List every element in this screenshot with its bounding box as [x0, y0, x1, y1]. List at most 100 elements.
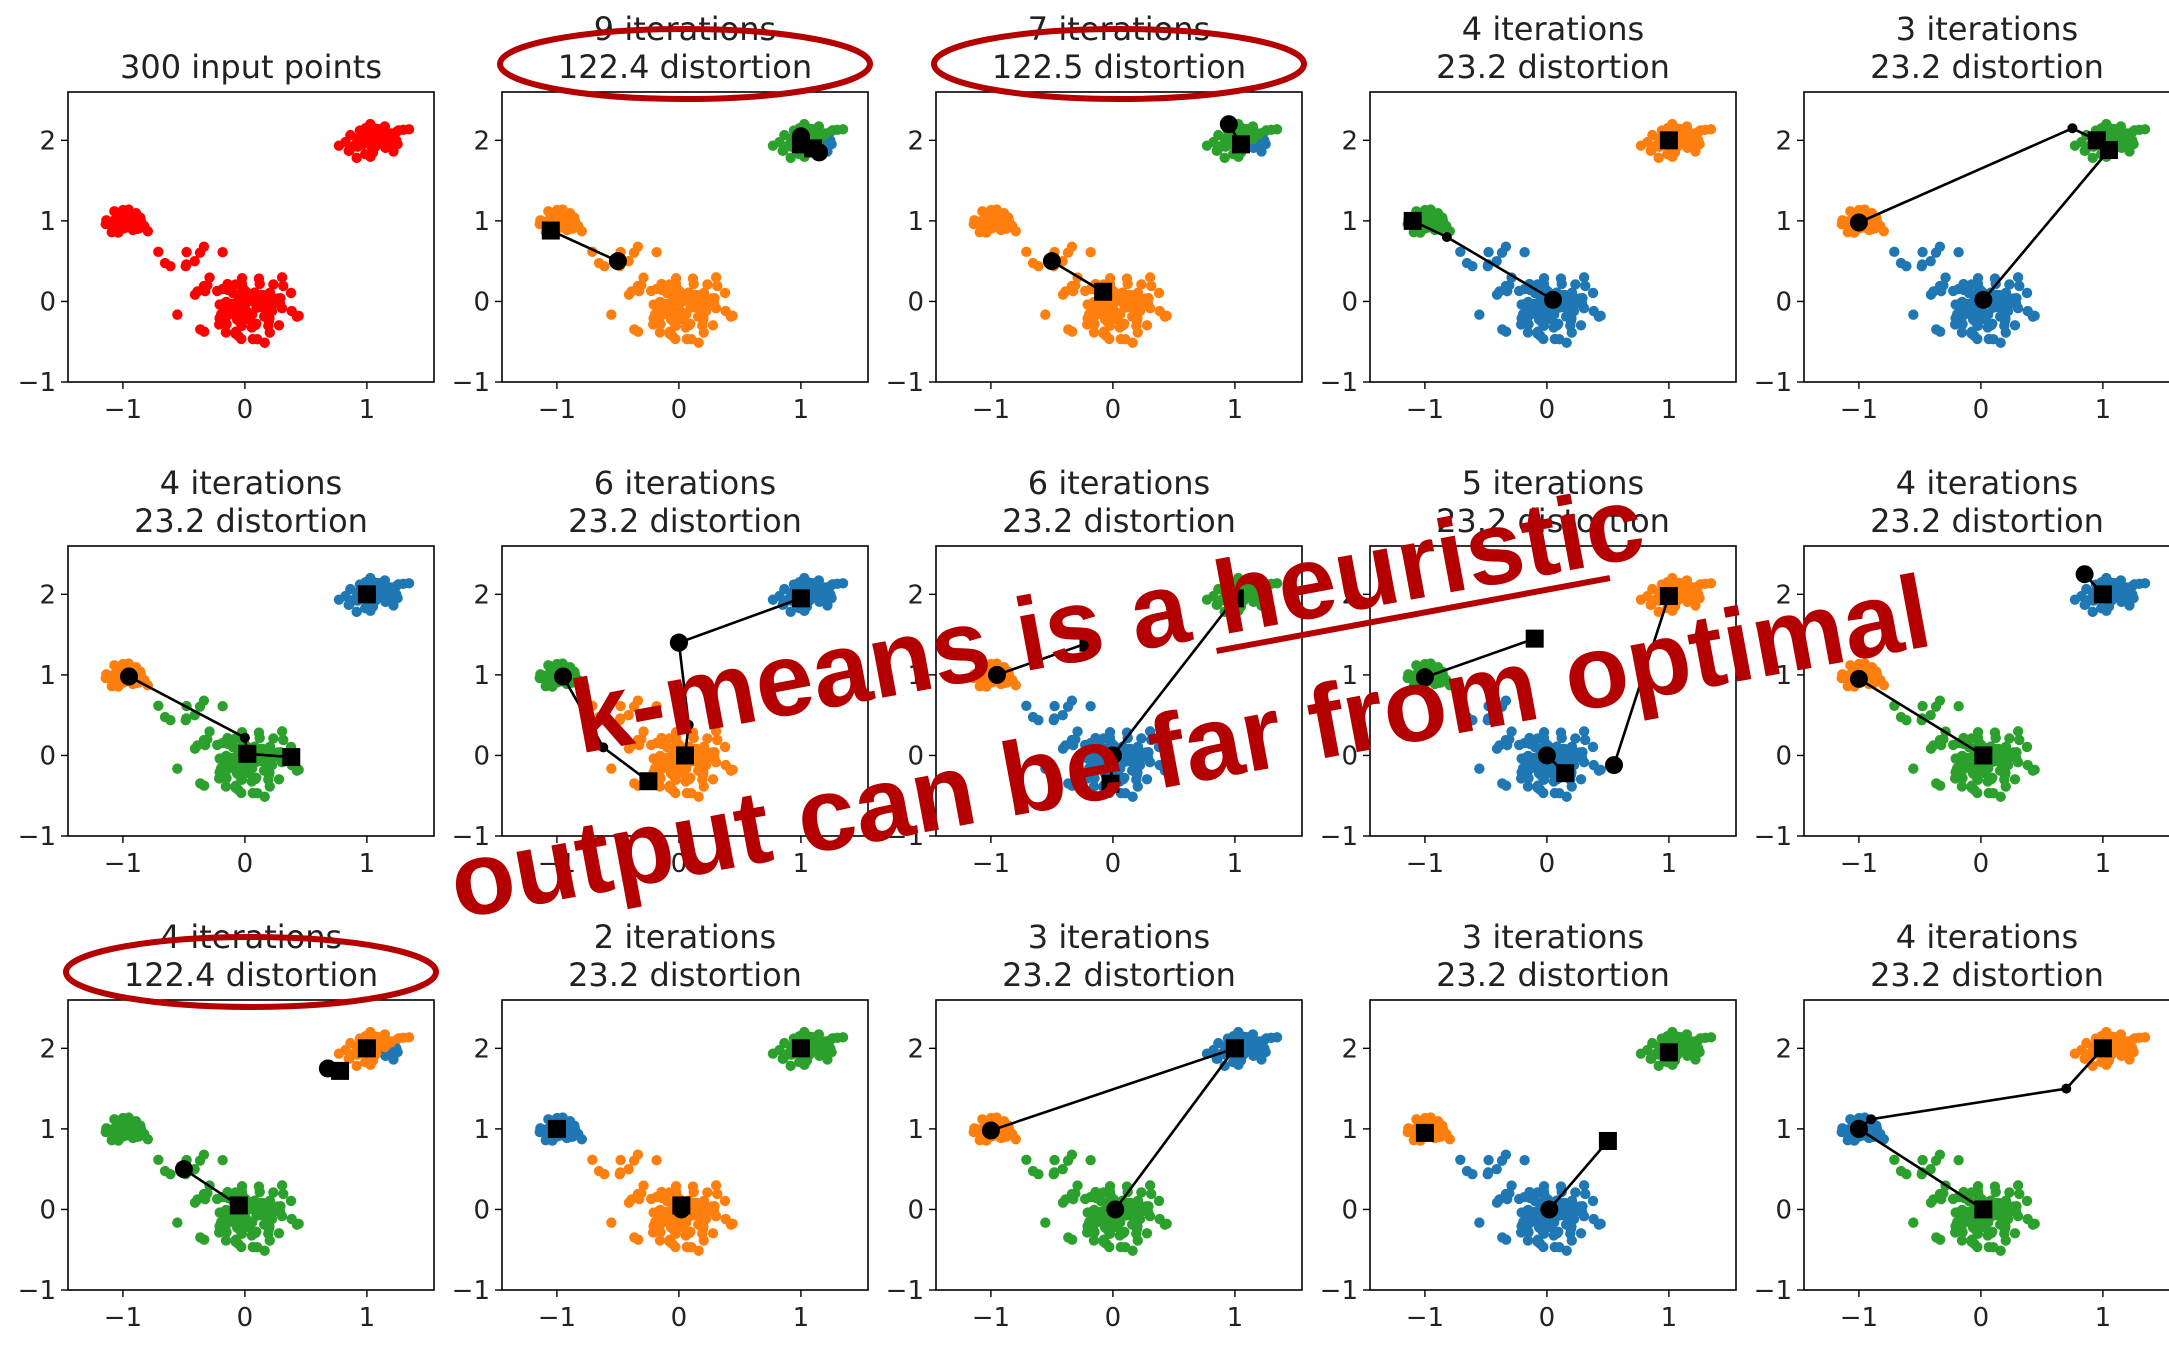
data-point	[1141, 320, 1153, 331]
data-point	[628, 247, 640, 258]
y-tick-label: 1	[39, 1115, 56, 1145]
data-point	[719, 1195, 731, 1207]
data-point	[123, 1112, 134, 1123]
data-point	[198, 1234, 210, 1245]
data-point	[172, 1217, 183, 1228]
data-point	[665, 314, 677, 325]
data-point	[1083, 769, 1094, 781]
data-point	[1411, 660, 1422, 671]
data-point	[991, 204, 1002, 215]
data-point	[638, 726, 649, 737]
data-point	[180, 715, 191, 726]
initial-centroid-marker	[120, 667, 138, 686]
data-point	[1010, 1134, 1022, 1145]
data-point	[365, 605, 376, 617]
data-point	[109, 1114, 120, 1125]
data-point	[1500, 1188, 1512, 1200]
final-centroid-marker	[2093, 585, 2112, 604]
data-point	[111, 677, 122, 689]
y-tick-label: 0	[39, 1195, 56, 1225]
y-tick-label: 0	[39, 741, 56, 771]
data-point	[378, 1038, 390, 1049]
data-point	[1580, 280, 1591, 292]
y-tick-label: 2	[473, 580, 490, 610]
data-point	[1967, 768, 1979, 779]
data-point	[1066, 326, 1078, 337]
data-point	[1066, 1188, 1078, 1200]
data-point	[1098, 1236, 1109, 1247]
data-point	[1120, 333, 1131, 345]
data-point	[785, 152, 796, 164]
data-point	[599, 715, 610, 726]
data-point	[1859, 658, 1870, 669]
centroid-trajectory	[1858, 1127, 1985, 1211]
y-tick-label: 2	[907, 580, 924, 610]
data-point	[1647, 129, 1658, 141]
subplot-iterations-label: 7 iterations	[1028, 10, 1210, 48]
final-centroid-marker	[282, 748, 301, 767]
final-centroid-marker	[791, 1039, 810, 1058]
data-point	[2139, 124, 2151, 135]
data-point	[276, 272, 288, 283]
centroid-trajectory	[1982, 149, 2110, 301]
data-point	[1635, 1048, 1647, 1059]
data-point	[1845, 660, 1856, 671]
data-point	[264, 327, 275, 338]
final-centroid-marker	[1225, 1039, 1244, 1058]
data-point	[220, 296, 232, 308]
data-point	[1136, 279, 1147, 290]
x-tick-label: 0	[671, 395, 688, 425]
data-point	[403, 1032, 415, 1043]
data-point	[286, 1213, 297, 1225]
data-point	[1154, 1213, 1165, 1225]
data-point	[615, 1154, 626, 1166]
x-tick-label: 1	[1661, 1303, 1678, 1333]
data-point	[1522, 1235, 1534, 1246]
data-point	[1118, 295, 1129, 307]
data-point	[109, 206, 120, 217]
data-point	[707, 774, 719, 785]
data-point	[2085, 593, 2097, 605]
subplot-iterations-label: 6 iterations	[1028, 464, 1210, 502]
data-point	[123, 212, 134, 224]
data-point	[246, 322, 257, 333]
x-tick-label: 1	[359, 395, 376, 425]
data-point	[719, 741, 731, 753]
data-point	[1066, 280, 1078, 292]
data-point	[333, 140, 345, 151]
data-point	[1574, 1201, 1585, 1212]
data-point	[779, 583, 790, 595]
data-point	[677, 767, 689, 779]
data-point	[1092, 307, 1103, 318]
data-point	[677, 313, 689, 325]
data-point	[1474, 1217, 1485, 1228]
data-point	[1580, 1188, 1591, 1200]
x-tick-label: 0	[1973, 849, 1990, 879]
data-point	[1526, 1215, 1537, 1226]
final-centroid-marker	[1598, 1131, 1617, 1150]
data-point	[264, 781, 275, 792]
data-point	[1522, 750, 1534, 762]
data-point	[278, 280, 289, 292]
data-point	[1908, 1217, 1919, 1228]
data-point	[1878, 226, 1890, 237]
data-point	[1587, 741, 1599, 753]
data-point	[1062, 247, 1074, 258]
y-tick-label: −1	[18, 368, 56, 398]
data-point	[1132, 781, 1143, 792]
data-point	[1956, 296, 1968, 308]
data-point	[1506, 1180, 1517, 1191]
data-point	[1099, 1222, 1111, 1233]
y-tick-label: 0	[907, 1195, 924, 1225]
data-point	[649, 315, 660, 327]
data-point	[1951, 769, 1962, 781]
data-point	[1994, 311, 2006, 322]
data-point	[1570, 1187, 1581, 1198]
data-point	[1132, 327, 1143, 338]
data-point	[1095, 742, 1107, 753]
data-point	[576, 680, 588, 691]
data-point	[1425, 1112, 1436, 1123]
x-tick-label: −1	[972, 849, 1010, 879]
